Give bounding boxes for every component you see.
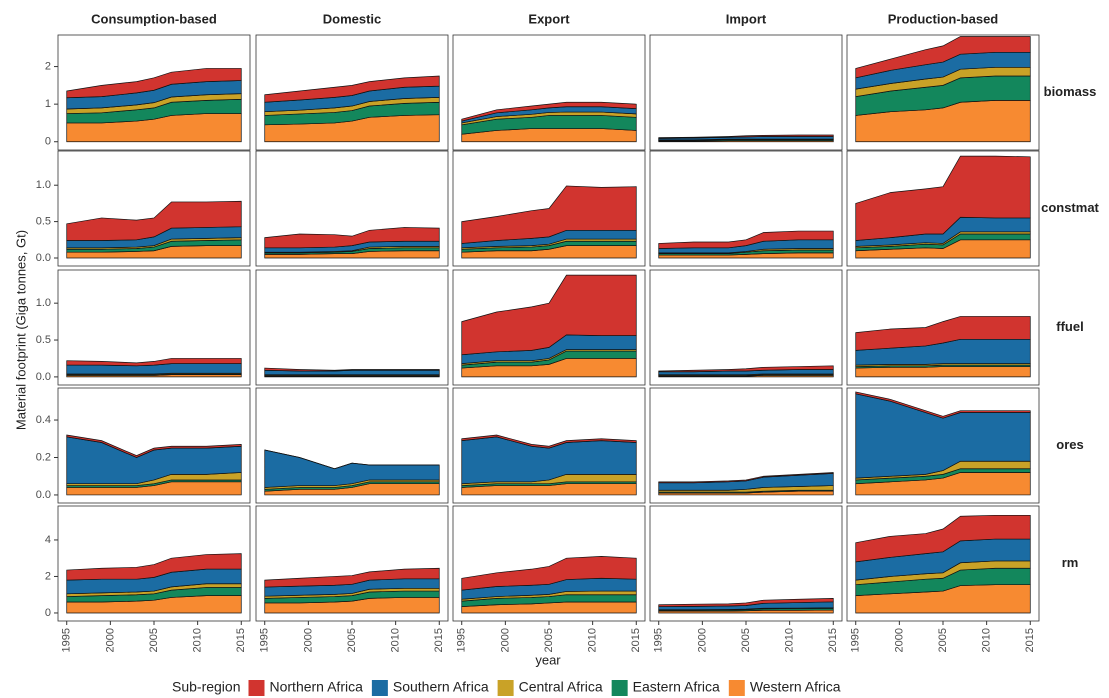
x-tick-label: 2005 [740,628,752,652]
y-tick-label: 0.2 [36,451,51,463]
area [264,227,440,249]
area [855,155,1031,241]
y-tick-label: 0.0 [36,371,51,383]
panel [649,269,843,386]
y-tick-label: 0.4 [36,414,51,426]
x-tick-label: 2010 [981,628,993,652]
x-tick-label: 2000 [104,628,116,652]
area [66,358,242,367]
panel [255,269,449,386]
y-tick-label: 0 [45,607,51,619]
x-tick-label: 2015 [630,628,642,652]
area [461,556,637,591]
x-axis-label: year [535,652,561,667]
area [461,434,637,449]
x-tick-label: 2000 [893,628,905,652]
legend-label: Central Africa [519,679,603,695]
row-label: ffuel [1056,319,1083,334]
area [264,449,440,470]
area [658,134,834,139]
area [66,68,242,99]
x-tick-label: 2010 [390,628,402,652]
y-tick-label: 1 [45,98,51,110]
legend-label: Western Africa [750,679,841,695]
legend-swatch [371,680,388,696]
legend-swatch [611,680,628,696]
y-tick-label: 0 [45,136,51,148]
x-tick-label: 2015 [827,628,839,652]
x-tick-label: 1995 [456,628,468,652]
y-tick-label: 1.0 [36,297,51,309]
strip-label: Production-based [888,11,999,26]
area [66,434,242,458]
x-tick-label: 2015 [235,628,247,652]
row-label: biomass [1044,84,1097,99]
legend-label: Southern Africa [393,679,489,695]
x-tick-label: 2015 [1024,628,1036,652]
strip-label: Export [528,11,570,26]
x-tick-label: 1995 [61,628,73,652]
area [66,553,242,581]
row-label: ores [1056,437,1083,452]
area [658,598,834,607]
row-label: rm [1062,555,1079,570]
x-tick-label: 1995 [850,628,862,652]
x-tick-label: 2005 [937,628,949,652]
y-tick-label: 0.0 [36,252,51,264]
x-tick-label: 2005 [346,628,358,652]
x-tick-label: 2000 [696,628,708,652]
y-tick-label: 0.5 [36,334,51,346]
area [855,391,1031,419]
area [66,200,242,241]
legend-swatch [497,680,514,696]
area [855,316,1031,351]
x-tick-label: 2000 [302,628,314,652]
strip-label: Consumption-based [91,11,217,26]
y-tick-label: 2 [45,60,51,72]
x-tick-label: 2010 [784,628,796,652]
x-tick-label: 2000 [499,628,511,652]
y-tick-label: 2 [45,570,51,582]
legend-title: Sub-region [172,679,241,695]
y-axis-label: Material footprint (Giga tonnes, Gt) [13,230,28,430]
area [658,230,834,249]
y-tick-label: 1.0 [36,179,51,191]
strip-label: Domestic [323,11,382,26]
area [658,472,834,484]
y-tick-label: 0.5 [36,216,51,228]
y-tick-label: 0.0 [36,489,51,501]
legend-swatch [728,680,745,696]
area [658,365,834,373]
area [461,274,637,356]
strip-label: Import [726,11,767,26]
legend-label: Eastern Africa [633,679,720,695]
legend-label: Northern Africa [270,679,364,695]
area [264,567,440,588]
x-tick-label: 2005 [148,628,160,652]
area [855,514,1031,563]
x-tick-label: 2010 [587,628,599,652]
area [461,101,637,122]
x-tick-label: 2005 [543,628,555,652]
x-tick-label: 1995 [653,628,665,652]
x-tick-label: 2010 [192,628,204,652]
area [264,367,440,372]
area [855,366,1031,378]
x-tick-label: 1995 [259,628,271,652]
legend-swatch [248,680,265,696]
panel [649,34,843,151]
x-tick-label: 2015 [433,628,445,652]
y-tick-label: 4 [45,534,51,546]
area [855,36,1031,79]
area [264,75,440,103]
area [461,185,637,244]
row-label: constmat [1041,200,1099,215]
